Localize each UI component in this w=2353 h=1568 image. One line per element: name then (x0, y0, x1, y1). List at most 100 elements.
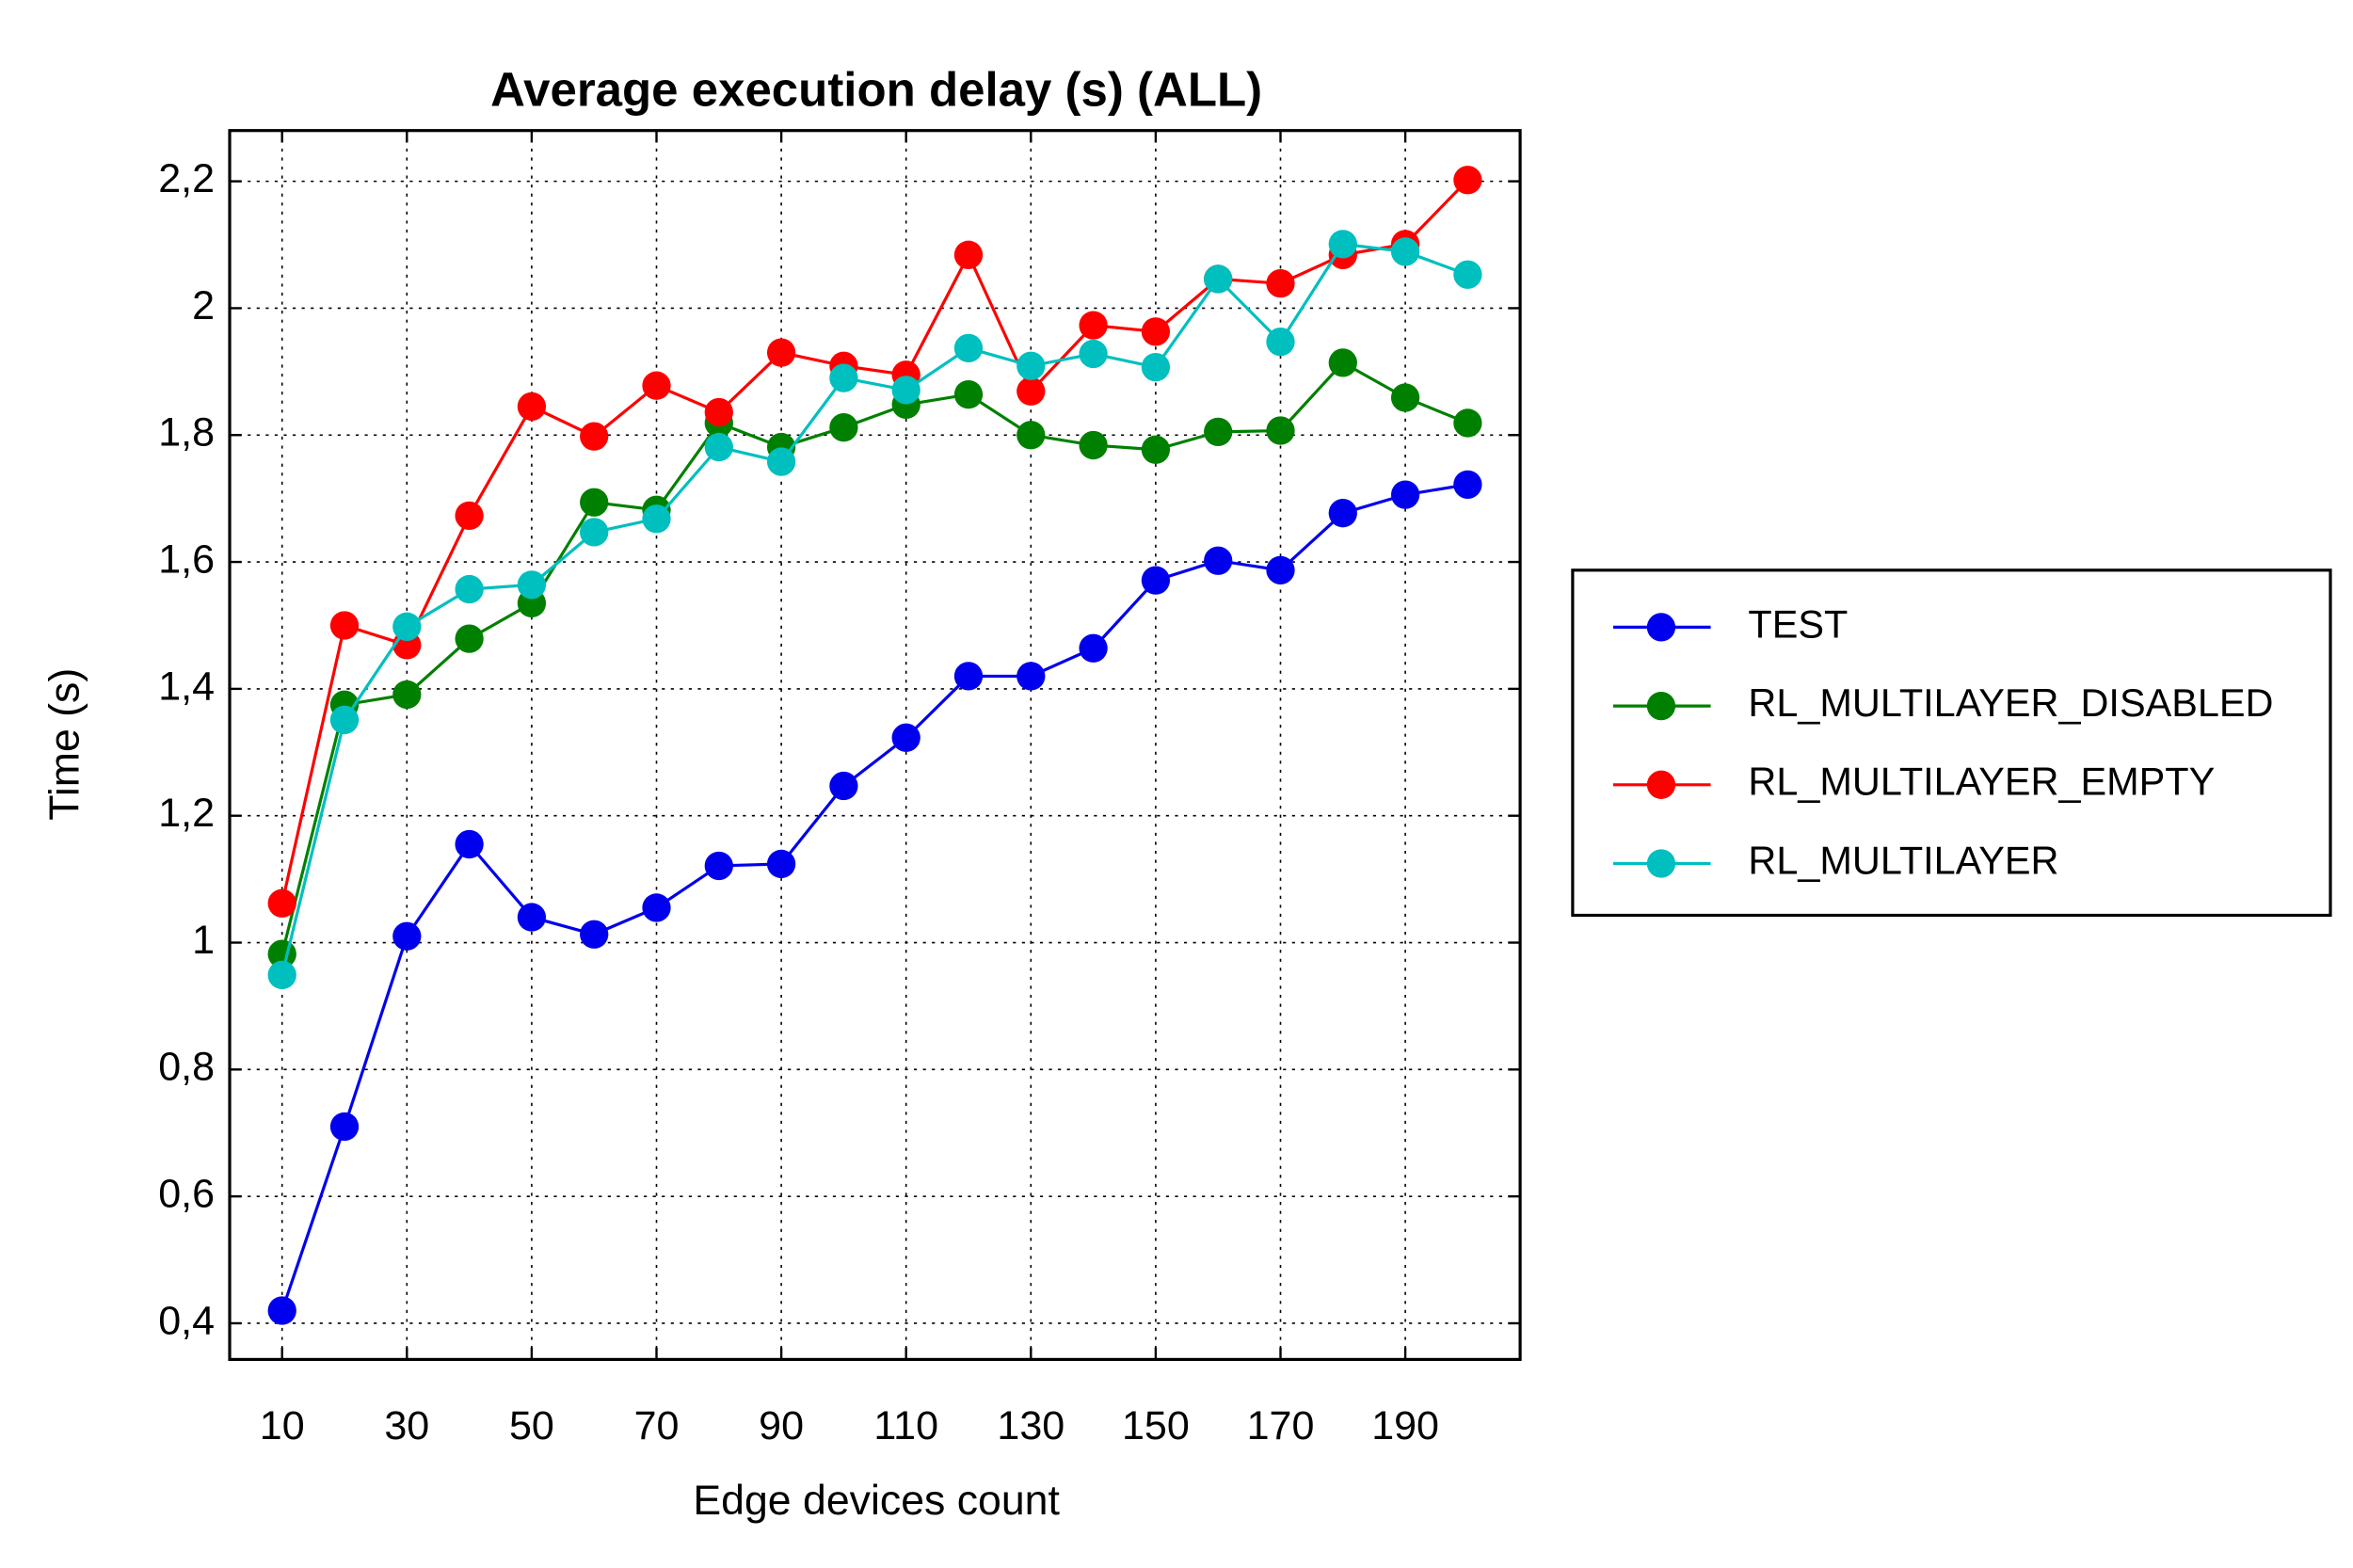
data-point (267, 960, 296, 990)
data-point (455, 574, 484, 604)
legend-label: TEST (1748, 601, 1848, 646)
data-point (455, 829, 484, 859)
series-line (280, 360, 1468, 955)
data-point (392, 612, 422, 641)
y-tick-label: 0,6 (158, 1172, 215, 1217)
data-point (642, 504, 671, 534)
data-point (580, 518, 609, 547)
y-axis-label: Time (s) (42, 668, 88, 821)
legend-label: RL_MULTILAYER_EMPTY (1748, 760, 2215, 804)
y-tick-label: 0,8 (158, 1045, 215, 1090)
data-point (1141, 317, 1171, 346)
data-point (1141, 566, 1171, 595)
data-point (766, 338, 796, 367)
data-point (1016, 421, 1046, 450)
plot-frame (228, 129, 1522, 1361)
data-point (829, 771, 858, 801)
data-point (704, 851, 733, 881)
data-point (517, 392, 547, 422)
data-point (1328, 230, 1357, 259)
data-point (329, 1112, 360, 1142)
data-point (766, 447, 796, 476)
legend-label: RL_MULTILAYER (1748, 838, 2058, 882)
data-point (455, 624, 484, 653)
data-point (1016, 376, 1046, 406)
data-point (1453, 166, 1482, 195)
data-point (953, 379, 984, 409)
data-point (953, 662, 984, 691)
data-point (891, 376, 920, 405)
data-point (1328, 348, 1357, 377)
chart-title: Average execution delay (s) (ALL) (490, 62, 1262, 116)
data-point (517, 903, 547, 932)
data-point (1204, 264, 1233, 294)
data-point (455, 501, 484, 531)
data-point (1453, 260, 1482, 289)
data-point (1266, 269, 1295, 298)
data-point (829, 363, 858, 392)
data-point (1328, 499, 1357, 528)
legend-label: RL_MULTILAYER_DISABLED (1748, 680, 2273, 725)
data-point (1266, 416, 1295, 445)
data-point (1141, 435, 1171, 464)
data-point (267, 1296, 296, 1325)
data-point (953, 240, 984, 269)
data-point (517, 570, 547, 600)
x-tick-label: 110 (873, 1403, 938, 1448)
y-tick-label: 0,4 (158, 1298, 215, 1343)
x-axis-label: Edge devices count (693, 1478, 1060, 1524)
y-tick-label: 1,2 (158, 791, 215, 836)
y-tick-label: 1,8 (158, 410, 215, 456)
data-point (704, 397, 733, 427)
x-tick-label: 130 (997, 1403, 1064, 1448)
x-tick-label: 50 (509, 1403, 554, 1448)
x-tick-label: 90 (759, 1403, 804, 1448)
data-point (1079, 339, 1108, 369)
data-point (1204, 417, 1233, 447)
data-point (392, 680, 422, 710)
data-point (1016, 351, 1046, 380)
legend-marker (1646, 613, 1676, 642)
data-point (642, 371, 671, 400)
legend-marker (1646, 691, 1676, 721)
data-point (580, 422, 609, 451)
data-point (1204, 546, 1233, 575)
data-point (1079, 311, 1108, 340)
data-point (1453, 470, 1482, 499)
series-line (280, 242, 1468, 976)
y-tick-label: 2 (192, 283, 215, 328)
data-point (1266, 328, 1295, 357)
data-point (329, 705, 360, 735)
data-point (766, 849, 796, 879)
y-tick-label: 1,6 (158, 536, 215, 582)
data-point (1390, 237, 1420, 266)
data-point (704, 432, 733, 462)
data-point (1266, 555, 1295, 584)
data-point (329, 611, 360, 640)
x-tick-label: 150 (1122, 1403, 1190, 1448)
x-tick-label: 70 (634, 1403, 680, 1448)
y-tick-label: 1 (192, 918, 215, 963)
y-tick-label: 2,2 (158, 156, 215, 201)
data-point (1079, 633, 1108, 663)
data-point (1079, 430, 1108, 460)
data-point (642, 893, 671, 922)
x-tick-label: 190 (1371, 1403, 1439, 1448)
data-point (829, 413, 858, 442)
data-point (580, 920, 609, 949)
data-point (267, 888, 296, 918)
data-point (1016, 662, 1046, 691)
x-tick-label: 170 (1247, 1403, 1315, 1448)
data-point (1390, 480, 1420, 509)
data-point (392, 921, 422, 951)
data-point (1141, 352, 1171, 382)
x-tick-label: 30 (384, 1403, 429, 1448)
legend-marker (1646, 770, 1676, 799)
legend-marker (1646, 849, 1676, 878)
data-point (891, 723, 920, 752)
data-point (953, 333, 984, 363)
data-point (1390, 383, 1420, 412)
series-line (280, 483, 1468, 1312)
y-tick-label: 1,4 (158, 664, 215, 709)
